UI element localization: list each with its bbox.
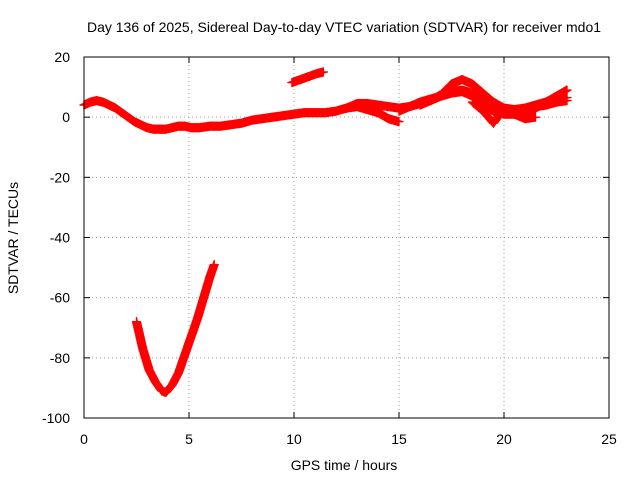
tick-layer: 0 5 10 15 20 25 -100 -80 -60 -40 -20 0 20 bbox=[42, 49, 617, 447]
y-tick-label: -20 bbox=[50, 169, 70, 185]
series-track-d bbox=[341, 101, 404, 127]
series-track-e bbox=[467, 97, 541, 128]
x-tick-label: 10 bbox=[286, 431, 302, 447]
y-tick-label: -80 bbox=[50, 350, 70, 366]
y-tick-label: 0 bbox=[62, 109, 70, 125]
x-axis-label: GPS time / hours bbox=[291, 457, 398, 473]
x-tick-label: 15 bbox=[391, 431, 407, 447]
x-tick-label: 25 bbox=[601, 431, 617, 447]
x-tick-label: 20 bbox=[496, 431, 512, 447]
y-tick-label: 20 bbox=[54, 49, 70, 65]
data-layer bbox=[79, 67, 572, 398]
chart-title: Day 136 of 2025, Sidereal Day-to-day VTE… bbox=[87, 19, 601, 35]
y-axis-label: SDTVAR / TECUs bbox=[5, 182, 21, 294]
y-tick-label: -100 bbox=[42, 410, 70, 426]
y-tick-label: -60 bbox=[50, 290, 70, 306]
x-tick-label: 5 bbox=[185, 431, 193, 447]
series-track-g bbox=[131, 259, 219, 398]
x-tick-label: 0 bbox=[80, 431, 88, 447]
series-track-f bbox=[287, 67, 329, 88]
y-tick-label: -40 bbox=[50, 230, 70, 246]
